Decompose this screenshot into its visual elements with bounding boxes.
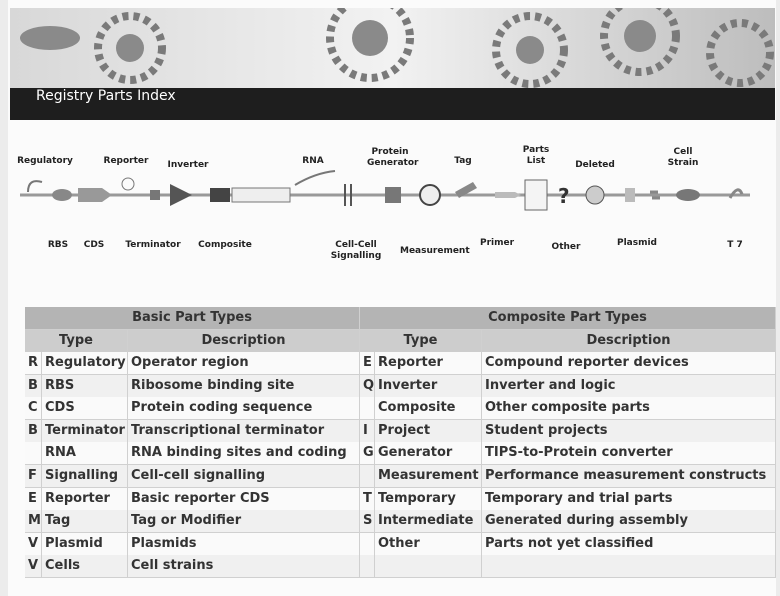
part-label: Cell Strain — [667, 147, 699, 168]
part-label: Inverter — [167, 160, 209, 170]
description: TIPS-to-Protein converter — [482, 442, 776, 466]
group-header: Composite Part Types — [360, 307, 776, 330]
part-label: Regulatory — [17, 156, 73, 166]
part-type: Regulatory — [42, 352, 128, 375]
part-label: Measurement — [400, 246, 470, 256]
type-code: M — [25, 510, 42, 534]
part-label: Plasmid — [616, 238, 658, 248]
type-code — [25, 442, 42, 466]
part-label: RBS — [47, 240, 69, 250]
description: Plasmids — [128, 532, 360, 556]
type-code: V — [25, 555, 42, 579]
part-label: Cell-Cell Signalling — [330, 240, 382, 261]
type-code: B — [25, 419, 42, 443]
type-code: Q — [360, 374, 375, 398]
description: Cell strains — [128, 555, 360, 579]
description: Operator region — [128, 352, 360, 375]
description: Tag or Modifier — [128, 510, 360, 534]
group-header: Basic Part Types — [25, 307, 360, 330]
part-type: Cells — [42, 555, 128, 579]
part-type: Plasmid — [42, 532, 128, 556]
part-label: Composite — [198, 240, 252, 250]
part-type: CDS — [42, 397, 128, 421]
part-type — [375, 555, 482, 579]
description: Parts not yet classified — [482, 532, 776, 556]
part-label: Parts List — [522, 145, 550, 166]
column-header: Description — [128, 330, 360, 353]
part-type: Terminator — [42, 419, 128, 443]
part-label: CDS — [83, 240, 105, 250]
part-type: Temporary — [375, 487, 482, 511]
type-code: R — [25, 352, 42, 375]
svg-text:?: ? — [558, 184, 570, 208]
part-type: Inverter — [375, 374, 482, 398]
type-code: E — [360, 352, 375, 375]
part-type: RNA — [42, 442, 128, 466]
part-type: Generator — [375, 442, 482, 466]
description: Inverter and logic — [482, 374, 776, 398]
part-type: Composite — [375, 397, 482, 421]
column-header: Type — [25, 330, 128, 353]
type-code: V — [25, 532, 42, 556]
part-type: Signalling — [42, 465, 128, 488]
part-label: Other — [551, 242, 581, 252]
description: Ribosome binding site — [128, 374, 360, 398]
description: Protein coding sequence — [128, 397, 360, 421]
part-type: Reporter — [375, 352, 482, 375]
description: Compound reporter devices — [482, 352, 776, 375]
part-type: RBS — [42, 374, 128, 398]
type-code: B — [25, 374, 42, 398]
part-type: Intermediate — [375, 510, 482, 534]
description: RNA binding sites and coding — [128, 442, 360, 466]
column-header: Type — [360, 330, 482, 353]
type-code: G — [360, 442, 375, 466]
type-code: T — [360, 487, 375, 511]
parts-diagram: ? — [20, 170, 750, 211]
description — [482, 555, 776, 579]
part-label: RNA — [302, 156, 324, 166]
column-header: Description — [482, 330, 776, 353]
description: Cell-cell signalling — [128, 465, 360, 488]
part-label: Reporter — [103, 156, 149, 166]
part-label: Deleted — [575, 160, 615, 170]
description: Student projects — [482, 419, 776, 443]
type-code — [360, 397, 375, 421]
part-type: Other — [375, 532, 482, 556]
description: Temporary and trial parts — [482, 487, 776, 511]
part-label: T 7 — [727, 240, 743, 250]
type-code: I — [360, 419, 375, 443]
description: Performance measurement constructs — [482, 465, 776, 488]
part-type: Tag — [42, 510, 128, 534]
part-type: Project — [375, 419, 482, 443]
description: Transcriptional terminator — [128, 419, 360, 443]
description: Basic reporter CDS — [128, 487, 360, 511]
banner — [10, 8, 775, 120]
type-code: C — [25, 397, 42, 421]
part-type: Measurement — [375, 465, 482, 488]
part-label: Terminator — [125, 240, 181, 250]
description: Other composite parts — [482, 397, 776, 421]
part-label: Protein Generator — [367, 147, 419, 168]
part-label: Primer — [479, 238, 515, 248]
part-type: Reporter — [42, 487, 128, 511]
type-code — [360, 532, 375, 556]
type-code: S — [360, 510, 375, 534]
type-code: F — [25, 465, 42, 488]
page-title: Registry Parts Index — [36, 88, 176, 104]
description: Generated during assembly — [482, 510, 776, 534]
part-label: Tag — [454, 156, 472, 166]
type-code — [360, 465, 375, 488]
type-code: E — [25, 487, 42, 511]
type-code — [360, 555, 375, 579]
